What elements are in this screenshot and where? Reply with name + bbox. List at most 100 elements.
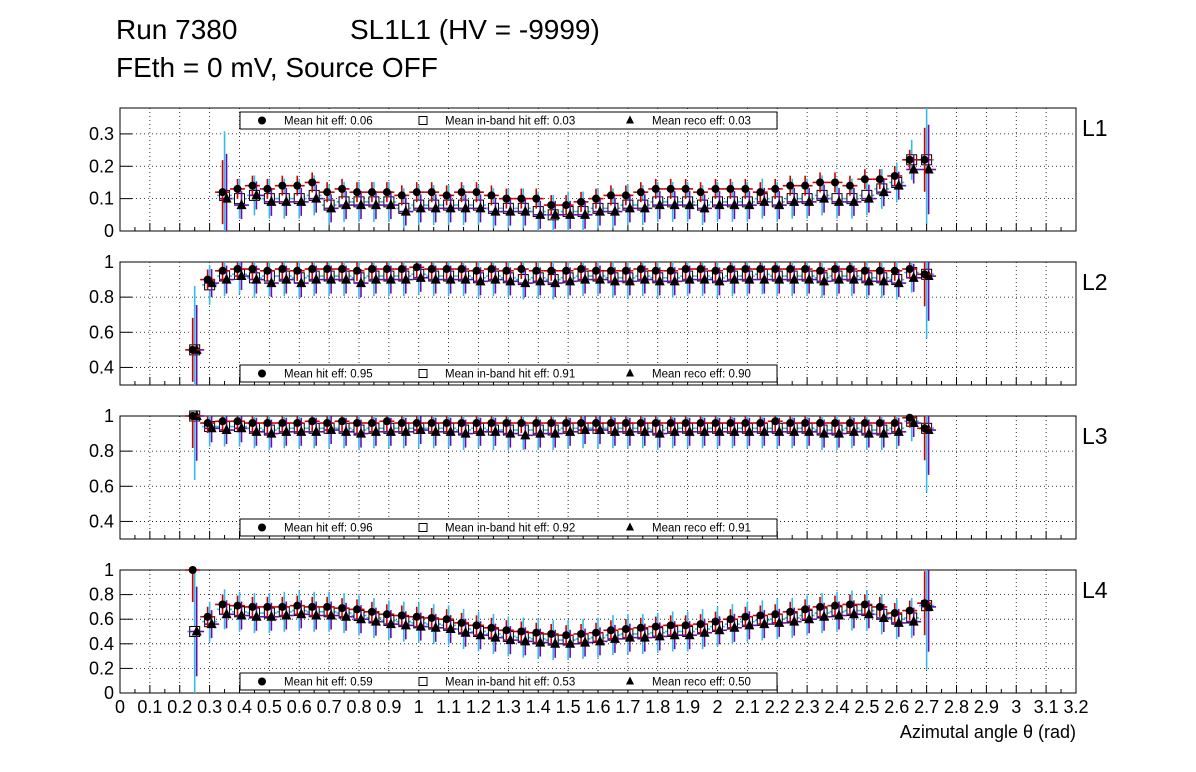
reco-point <box>520 429 531 440</box>
y-tick-label: 0.8 <box>89 585 114 605</box>
reco-point <box>804 195 815 206</box>
reco-point <box>893 277 904 288</box>
reco-point <box>535 275 546 286</box>
reco-point <box>595 424 605 435</box>
hit-point <box>367 265 376 274</box>
reco-point <box>684 425 695 436</box>
reco-point <box>266 610 277 621</box>
hit-point <box>532 266 541 275</box>
hit-point <box>203 419 212 428</box>
reco-point <box>699 273 710 284</box>
hit-point <box>233 184 242 193</box>
reco-point <box>296 195 307 206</box>
legend-reco-marker <box>626 676 634 685</box>
hit-point <box>845 265 854 274</box>
reco-point <box>296 425 307 436</box>
hit-point <box>606 266 615 275</box>
reco-point <box>505 205 516 216</box>
hit-point <box>636 188 645 197</box>
hit-point <box>726 184 735 193</box>
reco-point <box>923 600 934 611</box>
x-tick-label: 1.7 <box>615 697 640 717</box>
reco-point <box>535 208 546 219</box>
hit-point <box>263 184 272 193</box>
hit-point <box>920 424 929 433</box>
reco-point <box>415 202 426 213</box>
reco-point <box>415 620 426 631</box>
x-tick-label: 0.5 <box>257 697 282 717</box>
legend-box <box>239 111 778 130</box>
reco-point <box>580 273 591 284</box>
hit-point <box>562 266 571 275</box>
hit-point <box>517 194 526 203</box>
reco-point <box>639 273 650 284</box>
y-tick-label: 1 <box>104 406 114 426</box>
hit-point <box>397 191 406 200</box>
hit-point <box>756 188 765 197</box>
hit-point <box>248 181 257 190</box>
hit-point <box>457 419 466 428</box>
reco-point <box>878 427 889 438</box>
reco-point <box>221 608 232 619</box>
reco-point <box>370 425 381 436</box>
hit-point <box>905 155 914 164</box>
reco-point <box>699 425 710 436</box>
hit-point <box>816 266 825 275</box>
reco-point <box>191 625 202 636</box>
hit-point <box>382 610 391 619</box>
y-tick-label: 0.8 <box>89 441 114 461</box>
reco-point <box>819 610 830 621</box>
hit-point <box>547 266 556 275</box>
legend-reco-label: Mean reco eff: 0.50 <box>652 677 751 689</box>
y-tick-label: 0.2 <box>89 156 114 176</box>
reco-point <box>475 629 486 640</box>
reco-point <box>475 275 486 286</box>
reco-point <box>714 275 725 286</box>
reco-point <box>669 275 680 286</box>
reco-point <box>848 195 859 206</box>
hit-point <box>547 201 556 210</box>
hit-point <box>323 602 332 611</box>
reco-point <box>535 636 546 647</box>
hit-point <box>457 265 466 274</box>
hit-point <box>517 419 526 428</box>
hit-point <box>696 188 705 197</box>
hit-point <box>860 419 869 428</box>
hit-point <box>502 419 511 428</box>
hit-point <box>666 419 675 428</box>
reco-point <box>311 425 322 436</box>
hit-point <box>577 265 586 274</box>
hit-point <box>711 184 720 193</box>
hit-point <box>651 622 660 631</box>
reco-point <box>639 202 650 213</box>
hit-point <box>472 419 481 428</box>
hit-point <box>472 188 481 197</box>
x-tick-label: 1.2 <box>466 697 491 717</box>
x-tick-label: 0.4 <box>227 697 252 717</box>
x-tick-label: 0.8 <box>346 697 371 717</box>
reco-point <box>460 273 471 284</box>
hit-point <box>427 419 436 428</box>
hit-point <box>696 265 705 274</box>
reco-point <box>669 199 680 210</box>
reco-point <box>326 202 337 213</box>
reco-point <box>206 277 217 288</box>
reco-point <box>311 609 322 620</box>
reco-point <box>206 618 217 629</box>
hit-point <box>427 265 436 274</box>
reco-point <box>684 199 695 210</box>
hit-point <box>741 612 750 621</box>
reco-point <box>550 208 561 219</box>
reco-point <box>415 271 426 282</box>
hit-point <box>382 265 391 274</box>
reco-point <box>819 192 830 203</box>
reco-point <box>699 202 710 213</box>
hit-point <box>920 270 929 279</box>
reco-point <box>684 273 695 284</box>
legend-reco-marker <box>626 115 634 124</box>
panel-label: L4 <box>1082 577 1108 603</box>
hit-point <box>801 265 810 274</box>
hit-point <box>786 181 795 190</box>
hit-point <box>457 618 466 627</box>
reco-point <box>654 275 665 286</box>
